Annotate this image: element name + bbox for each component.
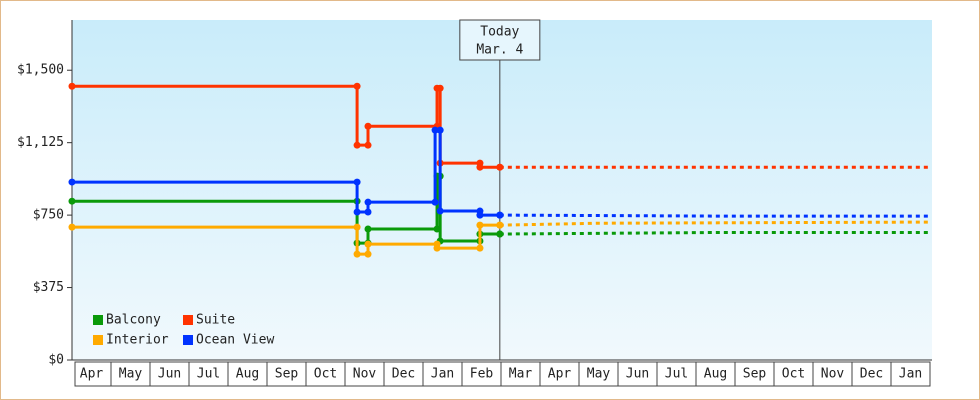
- month-cell: [500, 361, 541, 387]
- legend-label: Balcony: [106, 313, 161, 328]
- month-cell: [422, 361, 463, 387]
- month-cell: [734, 361, 775, 387]
- x-tick-label: Oct: [314, 367, 337, 382]
- price-dot: [68, 197, 76, 205]
- price-dot: [364, 240, 372, 248]
- price-dot: [364, 250, 372, 258]
- x-tick-label: Sep: [743, 367, 767, 382]
- x-tick-label: Mar: [509, 367, 533, 382]
- y-tick-label: $1,500: [17, 63, 64, 78]
- legend-label: Interior: [106, 333, 169, 348]
- y-tick-label: $1,125: [17, 135, 64, 150]
- x-tick-label: Sep: [275, 367, 299, 382]
- x-tick-label: Dec: [860, 367, 883, 382]
- legend-swatch: [183, 315, 193, 325]
- month-cell: [656, 361, 697, 387]
- price-dot: [431, 126, 439, 134]
- today-box: [459, 19, 541, 61]
- price-dot: [68, 82, 76, 90]
- month-cell: [617, 361, 658, 387]
- price-dot: [436, 84, 444, 92]
- price-dot: [476, 211, 484, 219]
- y-tick-label: $375: [33, 280, 64, 295]
- month-cell: [227, 361, 268, 387]
- x-tick-label: Aug: [704, 367, 727, 382]
- x-tick-label: Jan: [899, 367, 922, 382]
- x-tick-label: Nov: [353, 367, 377, 382]
- x-tick-label: Dec: [392, 367, 415, 382]
- price-dot: [476, 221, 484, 229]
- plot-area: [72, 20, 932, 360]
- price-dot: [364, 122, 372, 130]
- price-dot: [476, 163, 484, 171]
- price-dot: [436, 126, 444, 134]
- price-dot: [353, 208, 361, 216]
- x-tick-label: Jul: [197, 367, 220, 382]
- price-dot: [353, 223, 361, 231]
- month-cell: [74, 361, 112, 387]
- month-cell: [773, 361, 814, 387]
- legend-label: Ocean View: [196, 333, 274, 348]
- price-dot: [364, 198, 372, 206]
- y-tick-label: $0: [48, 353, 64, 368]
- x-tick-label: Jun: [158, 367, 181, 382]
- price-dot: [353, 141, 361, 149]
- price-dot: [364, 225, 372, 233]
- x-tick-label: Oct: [782, 367, 805, 382]
- price-dot: [496, 230, 504, 238]
- price-dot: [353, 82, 361, 90]
- price-dot: [68, 223, 76, 231]
- x-tick-label: Apr: [80, 367, 104, 382]
- x-tick-label: May: [587, 367, 611, 382]
- x-tick-label: Jun: [626, 367, 649, 382]
- today-label: Today: [480, 25, 519, 40]
- price-dot: [364, 208, 372, 216]
- month-cell: [149, 361, 190, 387]
- price-dot: [496, 221, 504, 229]
- legend-swatch: [93, 315, 103, 325]
- price-dot: [496, 211, 504, 219]
- price-dot: [364, 141, 372, 149]
- x-tick-label: Aug: [236, 367, 259, 382]
- month-cell: [344, 361, 385, 387]
- price-dot: [353, 178, 361, 186]
- x-tick-label: Nov: [821, 367, 845, 382]
- legend-swatch: [93, 335, 103, 345]
- x-tick-label: May: [119, 367, 143, 382]
- month-cell: [188, 361, 229, 387]
- month-cell: [890, 361, 931, 387]
- month-cell: [539, 361, 580, 387]
- forecast-line: [499, 220, 931, 227]
- price-dot: [476, 244, 484, 252]
- price-dot: [433, 225, 441, 233]
- y-tick-label: $750: [33, 208, 64, 223]
- legend-label: Suite: [196, 313, 235, 328]
- x-tick-label: Apr: [548, 367, 572, 382]
- price-dot: [496, 163, 504, 171]
- month-cell: [812, 361, 853, 387]
- month-cell: [110, 361, 151, 387]
- month-cell: [851, 361, 892, 387]
- x-tick-label: Feb: [470, 367, 494, 382]
- price-line: [72, 223, 500, 256]
- today-label: Mar. 4: [476, 43, 523, 58]
- legend-swatch: [183, 335, 193, 345]
- price-dot: [353, 250, 361, 258]
- x-tick-label: Jul: [665, 367, 688, 382]
- price-dot: [431, 198, 439, 206]
- price-dot: [433, 244, 441, 252]
- price-dot: [436, 207, 444, 215]
- price-dot: [68, 178, 76, 186]
- x-tick-label: Jan: [431, 367, 454, 382]
